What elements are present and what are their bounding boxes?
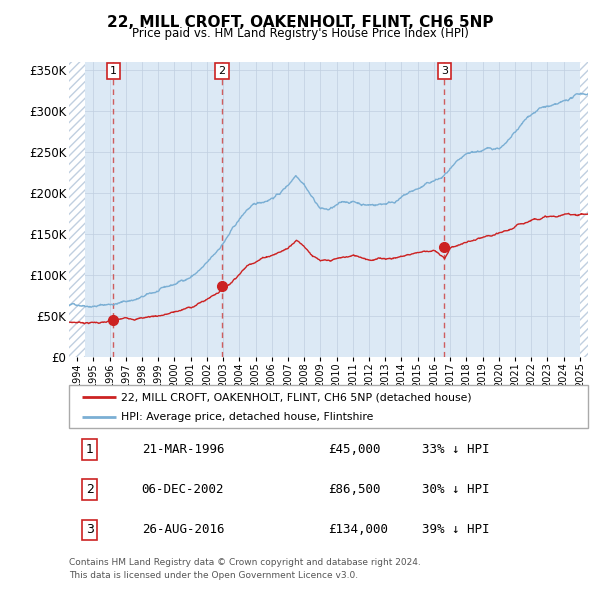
Text: £86,500: £86,500 — [329, 483, 381, 496]
Bar — [580, 62, 588, 357]
Text: Contains HM Land Registry data © Crown copyright and database right 2024.: Contains HM Land Registry data © Crown c… — [69, 558, 421, 566]
Text: 3: 3 — [441, 67, 448, 76]
Text: This data is licensed under the Open Government Licence v3.0.: This data is licensed under the Open Gov… — [69, 571, 358, 579]
Text: 22, MILL CROFT, OAKENHOLT, FLINT, CH6 5NP (detached house): 22, MILL CROFT, OAKENHOLT, FLINT, CH6 5N… — [121, 392, 472, 402]
Text: £45,000: £45,000 — [329, 443, 381, 456]
Text: 30% ↓ HPI: 30% ↓ HPI — [422, 483, 490, 496]
Text: 39% ↓ HPI: 39% ↓ HPI — [422, 523, 490, 536]
Bar — [69, 62, 85, 357]
Text: 33% ↓ HPI: 33% ↓ HPI — [422, 443, 490, 456]
Text: 21-MAR-1996: 21-MAR-1996 — [142, 443, 224, 456]
Text: 1: 1 — [110, 67, 116, 76]
Text: 06-DEC-2002: 06-DEC-2002 — [142, 483, 224, 496]
Text: £134,000: £134,000 — [329, 523, 389, 536]
Text: 2: 2 — [218, 67, 226, 76]
Text: 22, MILL CROFT, OAKENHOLT, FLINT, CH6 5NP: 22, MILL CROFT, OAKENHOLT, FLINT, CH6 5N… — [107, 15, 493, 30]
Text: 26-AUG-2016: 26-AUG-2016 — [142, 523, 224, 536]
Text: 3: 3 — [86, 523, 94, 536]
Text: HPI: Average price, detached house, Flintshire: HPI: Average price, detached house, Flin… — [121, 412, 373, 422]
Text: Price paid vs. HM Land Registry's House Price Index (HPI): Price paid vs. HM Land Registry's House … — [131, 27, 469, 40]
Text: 1: 1 — [86, 443, 94, 456]
Text: 2: 2 — [86, 483, 94, 496]
